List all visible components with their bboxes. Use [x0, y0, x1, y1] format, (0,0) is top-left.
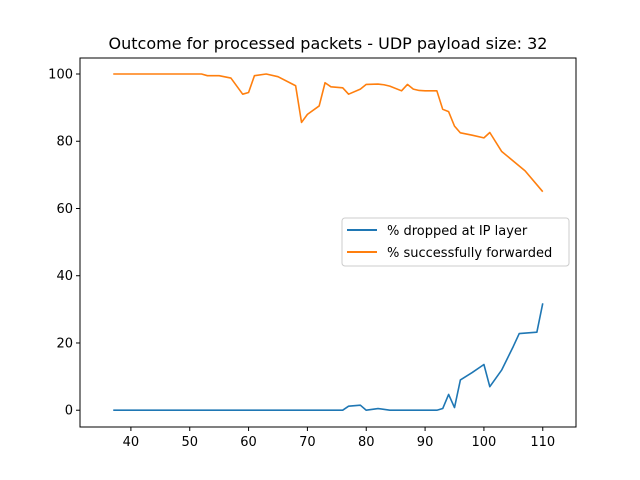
y-tick-label: 0: [65, 404, 73, 419]
y-tick-label: 60: [56, 202, 73, 217]
x-tick-label: 100: [472, 435, 497, 450]
legend-label-dropped: % dropped at IP layer: [387, 224, 528, 239]
plot-frame: [79, 57, 577, 428]
y-tick-label: 80: [56, 135, 73, 150]
legend-label-forwarded: % successfully forwarded: [387, 246, 552, 261]
x-tick-label: 90: [417, 435, 434, 450]
y-tick-label: 100: [48, 68, 73, 83]
x-tick-label: 60: [240, 435, 257, 450]
legend: % dropped at IP layer % successfully for…: [341, 217, 570, 267]
y-tick-label: 20: [56, 336, 73, 351]
x-tick-label: 50: [181, 435, 198, 450]
series-line-forwarded: [113, 73, 544, 193]
x-tick-label: 40: [123, 435, 140, 450]
y-axis: 0 20 40 60 80 100: [48, 68, 80, 419]
plot-area: [79, 57, 577, 428]
x-tick-label: 80: [358, 435, 375, 450]
chart-title: Outcome for processed packets - UDP payl…: [109, 34, 548, 53]
legend-frame: [341, 217, 570, 267]
x-tick-label: 70: [299, 435, 316, 450]
series-group: [113, 73, 544, 412]
x-axis: 40 50 60 70 80 90 100 110: [123, 427, 555, 450]
y-tick-label: 40: [56, 269, 73, 284]
x-tick-label: 110: [530, 435, 555, 450]
series-line-dropped: [113, 303, 544, 412]
